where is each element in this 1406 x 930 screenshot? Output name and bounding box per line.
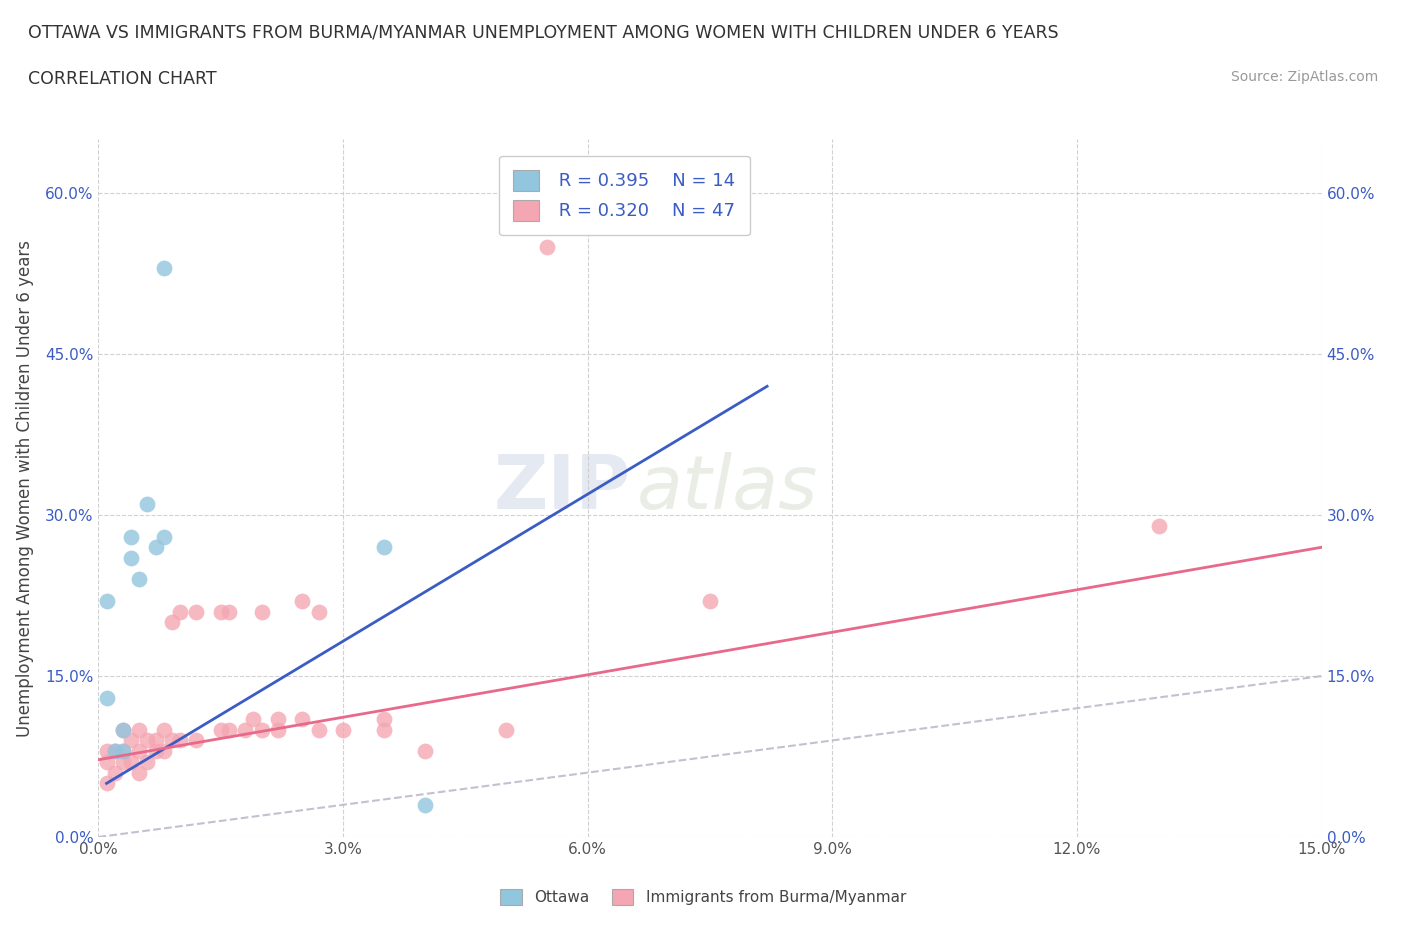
Point (128, 765, 150, 780)
Point (120, 529, 142, 544)
Point (250, 604, 273, 619)
Point (120, 733, 142, 748)
Point (373, 711, 395, 726)
Point (96, 776, 118, 790)
Point (152, 744, 174, 759)
Point (96, 744, 118, 759)
Point (111, 723, 134, 737)
Point (128, 744, 150, 759)
Point (332, 723, 354, 737)
Point (169, 733, 191, 748)
Text: CORRELATION CHART: CORRELATION CHART (28, 70, 217, 87)
Point (291, 593, 314, 608)
Point (120, 754, 142, 769)
Point (186, 733, 208, 748)
Point (242, 711, 264, 726)
Point (536, 239, 558, 254)
Point (104, 744, 127, 759)
Point (111, 744, 134, 759)
Point (152, 723, 174, 737)
Point (160, 615, 183, 630)
Point (136, 754, 159, 769)
Point (145, 539, 167, 554)
Point (96, 593, 118, 608)
Point (413, 744, 436, 759)
Point (136, 733, 159, 748)
Point (111, 744, 134, 759)
Point (152, 260, 174, 275)
Point (267, 723, 290, 737)
Point (308, 723, 330, 737)
Point (145, 744, 167, 759)
Text: ZIP: ZIP (494, 452, 630, 525)
Point (308, 604, 330, 619)
Point (152, 529, 174, 544)
Point (373, 539, 395, 554)
Point (373, 723, 395, 737)
Point (160, 733, 183, 748)
Point (128, 572, 150, 587)
Point (209, 604, 232, 619)
Point (104, 744, 127, 759)
Y-axis label: Unemployment Among Women with Children Under 6 years: Unemployment Among Women with Children U… (15, 240, 34, 737)
Point (267, 711, 290, 726)
Point (96, 754, 118, 769)
Point (218, 604, 240, 619)
Point (120, 551, 142, 565)
Legend:  R = 0.395    N = 14,  R = 0.320    N = 47: R = 0.395 N = 14, R = 0.320 N = 47 (499, 155, 749, 235)
Point (104, 765, 127, 780)
Point (128, 723, 150, 737)
Point (495, 723, 517, 737)
Point (413, 797, 436, 812)
Text: Source: ZipAtlas.com: Source: ZipAtlas.com (1230, 70, 1378, 84)
Point (96, 690, 118, 705)
Point (111, 723, 134, 737)
Point (145, 733, 167, 748)
Point (218, 723, 240, 737)
Point (186, 604, 208, 619)
Point (136, 497, 159, 512)
Point (699, 593, 721, 608)
Legend: Ottawa, Immigrants from Burma/Myanmar: Ottawa, Immigrants from Burma/Myanmar (492, 882, 914, 913)
Point (291, 711, 314, 726)
Point (250, 723, 273, 737)
Point (169, 604, 191, 619)
Point (111, 754, 134, 769)
Point (209, 723, 232, 737)
Point (1147, 518, 1170, 533)
Text: atlas: atlas (637, 452, 818, 525)
Text: OTTAWA VS IMMIGRANTS FROM BURMA/MYANMAR UNEMPLOYMENT AMONG WOMEN WITH CHILDREN U: OTTAWA VS IMMIGRANTS FROM BURMA/MYANMAR … (28, 23, 1059, 41)
Point (233, 723, 256, 737)
